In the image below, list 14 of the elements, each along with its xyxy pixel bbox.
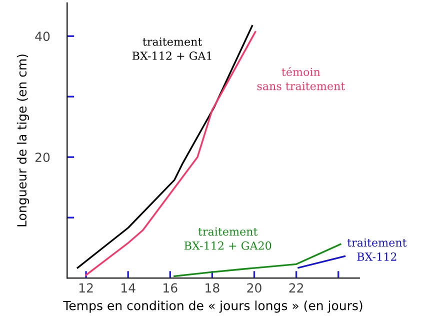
series-label: traitement BX-112 + GA20 [184,227,272,250]
text: traitement BX-112 + GA1 [132,37,212,60]
line-series [174,243,342,278]
y-tick-label: 40 [35,32,50,42]
x-tick-label: 20 [247,283,262,293]
x-tick-label: 18 [206,283,220,293]
x-tick-label: 14 [122,283,136,292]
x-tick-label: 22 [289,283,304,292]
x-axis-title: Temps en condition de « jours longs » (en jours) [63,300,362,313]
series-label: traitement BX-112 [347,238,407,261]
y-axis-title: Longueur de la tige (en cm) [16,54,29,226]
x-tick-label: 16 [164,283,178,293]
x-tick-label: 12 [79,283,93,292]
series-label: témoin sans traitement [257,67,346,90]
